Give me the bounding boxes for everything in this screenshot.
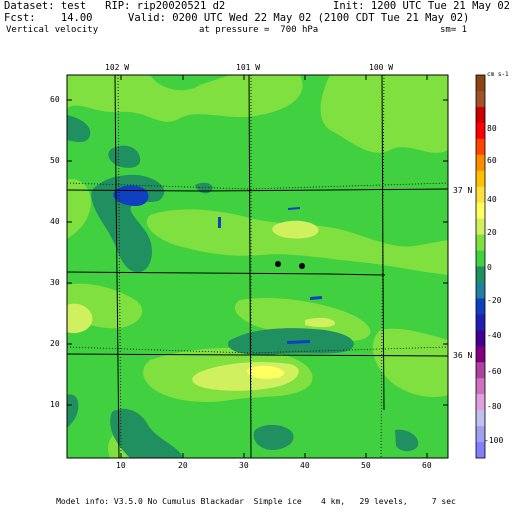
colorbar-unit-label: cm s-1	[487, 71, 509, 78]
colorbar-cells	[476, 75, 485, 459]
border-line	[67, 271, 386, 276]
longitude-label: 101 W	[236, 63, 261, 72]
border-line	[114, 75, 120, 458]
x-tick-label: 60	[422, 461, 432, 470]
colorbar-cell	[476, 266, 485, 283]
colorbar-cell	[476, 186, 485, 203]
colorbar-cell	[476, 138, 485, 156]
colorbar-cell	[476, 122, 485, 140]
colorbar-cell	[476, 218, 485, 235]
x-tick-label: 30	[239, 461, 249, 470]
colorbar-cell	[476, 202, 485, 219]
x-tick-label: 40	[300, 461, 310, 470]
y-tick-label: 40	[50, 217, 60, 226]
colorbar-cell	[476, 314, 485, 331]
colorbar-label: 40	[487, 195, 497, 204]
colorbar-label: 0	[487, 263, 492, 272]
y-tick-label: 30	[50, 278, 60, 287]
colorbar-cell	[476, 90, 485, 108]
longitude-label: 100 W	[369, 63, 394, 72]
colorbar-cell	[476, 298, 485, 315]
latitude-label: 37 N	[453, 186, 473, 195]
colorbar-cell	[476, 282, 485, 299]
smoothing-label: sm= 1	[440, 25, 468, 35]
border-line	[381, 75, 385, 411]
colorbar-label: 20	[487, 228, 497, 237]
longitude-label: 102 W	[105, 63, 130, 72]
y-tick-label: 50	[50, 156, 60, 165]
x-tick-label: 20	[178, 461, 188, 470]
colorbar-cell	[476, 154, 485, 172]
border-line	[67, 188, 448, 192]
colorbar-label: 80	[487, 124, 497, 133]
forecast-hour-label: Fcst: 14.00	[4, 12, 93, 24]
colorbar-cell	[476, 410, 485, 427]
colorbar-cell	[476, 75, 485, 92]
colorbar-cell	[476, 234, 485, 251]
y-tick-label: 60	[50, 95, 60, 104]
field-name-label: Vertical velocity	[6, 25, 99, 35]
pressure-level-label: at pressure = 700 hPa	[199, 25, 319, 35]
colorbar-label: 60	[487, 156, 497, 165]
colorbar-cell	[476, 362, 485, 379]
latitude-label: 36 N	[453, 351, 473, 360]
location-marker	[275, 261, 281, 267]
colorbar-cell	[476, 426, 485, 443]
x-tick-label: 50	[361, 461, 371, 470]
plot-frame	[66, 74, 449, 459]
dataset-label: Dataset: test RIP: rip20020521 d2	[4, 0, 226, 12]
init-time-label: Init: 1200 UTC Tue 21 May 02	[333, 0, 511, 12]
location-marker	[299, 263, 305, 269]
colorbar-cell	[476, 346, 485, 363]
colorbar-frame	[475, 74, 486, 459]
colorbar-cell	[476, 394, 485, 411]
colorbar-label: -60	[487, 367, 502, 376]
colorbar-cell	[476, 170, 485, 188]
x-tick-label: 10	[116, 461, 126, 470]
colorbar-label: -80	[487, 402, 502, 411]
colorbar-cell	[476, 442, 485, 459]
valid-time-label: Valid: 0200 UTC Wed 22 May 02 (2100 CDT …	[128, 12, 470, 24]
model-info-footer: Model info: V3.5.0 No Cumulus Blackadar …	[56, 497, 456, 506]
y-tick-label: 10	[50, 400, 60, 409]
contour-field	[67, 75, 448, 458]
colorbar-cell	[476, 250, 485, 267]
colorbar-cell	[476, 378, 485, 395]
colorbar-cell	[476, 106, 485, 124]
axis-ticks	[67, 75, 448, 458]
colorbar-label: -40	[487, 331, 502, 340]
colorbar-label: -20	[487, 296, 502, 305]
colorbar-cell	[476, 330, 485, 347]
colorbar-label: -100	[484, 436, 504, 445]
y-tick-label: 20	[50, 339, 60, 348]
